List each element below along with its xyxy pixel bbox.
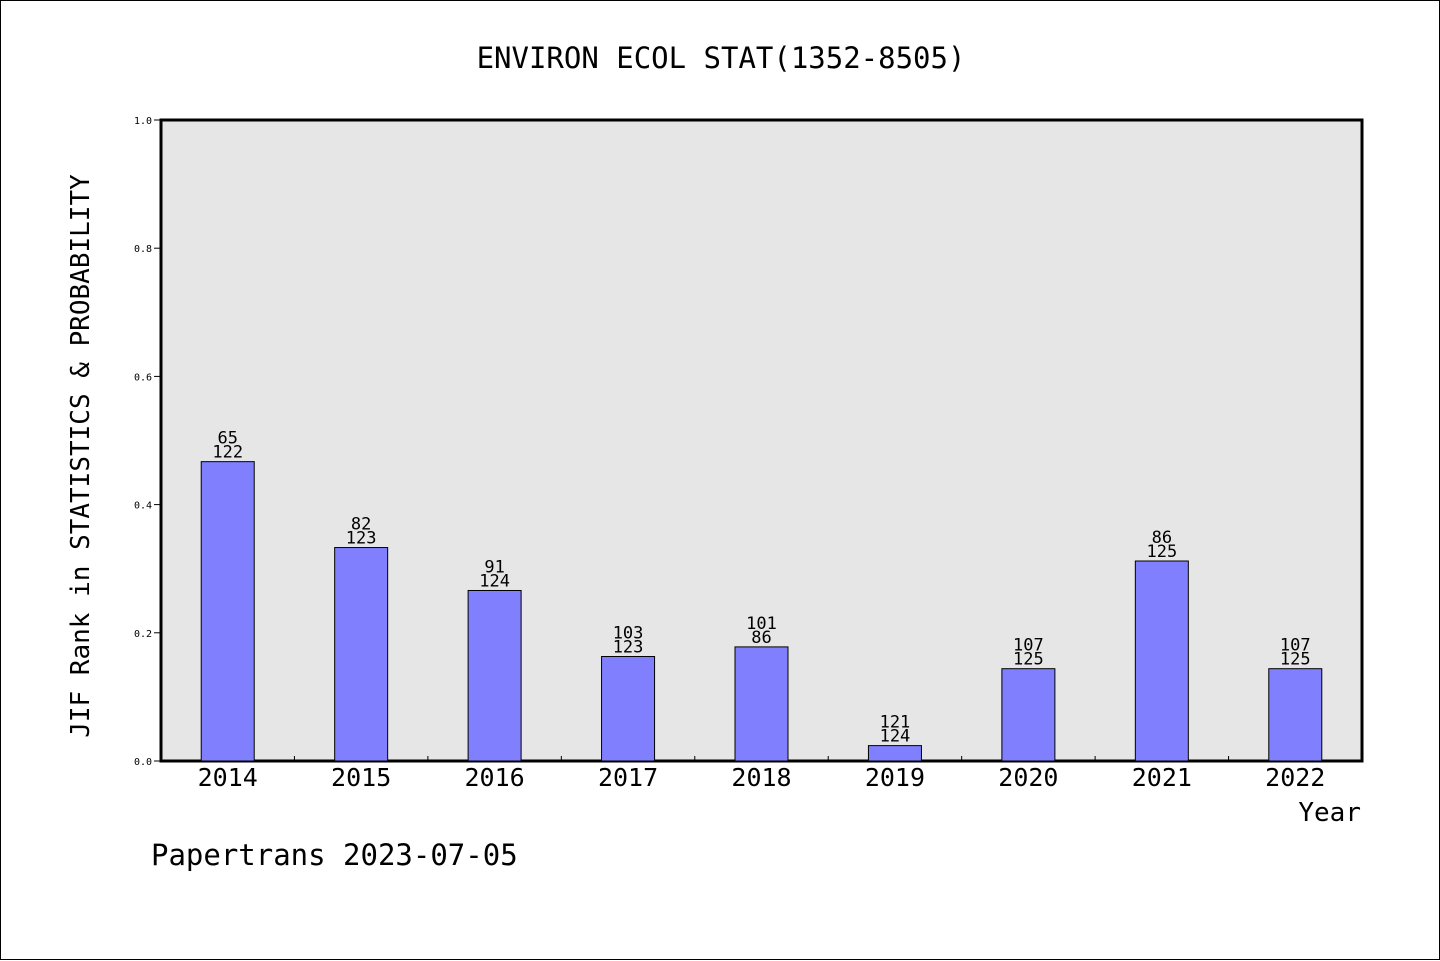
bar-series: 6512282123911241031231018612112410712586…: [200, 429, 1323, 762]
x-tick-label: 2017: [598, 763, 658, 792]
bar-rank-label: 107: [1280, 636, 1311, 656]
x-tick-label: 2015: [331, 763, 391, 792]
x-axis-label: Year: [1298, 798, 1361, 828]
bar: [200, 461, 255, 762]
bar: [1268, 668, 1323, 762]
y-tick-label: 1.0: [134, 116, 152, 127]
x-tick-label: 2019: [865, 763, 925, 792]
bar: [467, 589, 522, 762]
bar: [1001, 668, 1056, 762]
y-axis: 0.0 0.2 0.4 0.6 0.8 1.0: [134, 116, 161, 768]
y-axis-label: JIF Rank in STATISTICS & PROBABILITY: [66, 174, 96, 738]
bar-rank-label: 82: [351, 515, 371, 535]
y-tick-label: 0.8: [134, 244, 152, 255]
bar-total-label: 86: [751, 628, 771, 648]
chart-title: ENVIRON ECOL STAT(1352-8505): [477, 41, 966, 75]
x-tick-label: 2016: [465, 763, 525, 792]
footer-credit: Papertrans 2023-07-05: [151, 838, 518, 872]
bar: [734, 646, 789, 762]
bar: [1134, 560, 1189, 762]
bar-total-label: 124: [880, 727, 911, 747]
y-tick-label: 0.2: [134, 629, 152, 640]
y-tick-label: 0.4: [134, 501, 152, 512]
bar-rank-label: 86: [1152, 528, 1172, 548]
bar-total-label: 123: [613, 638, 644, 658]
bar: [601, 656, 656, 762]
bar-rank-label: 101: [746, 614, 777, 634]
x-tick-label: 2022: [1265, 763, 1325, 792]
bar: [334, 547, 389, 762]
bar-total-label: 122: [212, 443, 243, 463]
bar-rank-label: 65: [217, 429, 237, 449]
bar-total-label: 123: [346, 529, 377, 549]
y-tick-label: 0.6: [134, 372, 152, 383]
bar-rank-label: 121: [880, 713, 911, 733]
y-tick-label: 0.0: [134, 757, 152, 768]
bar-total-label: 124: [479, 571, 510, 591]
x-tick-label: 2021: [1132, 763, 1192, 792]
x-axis: 2014 2015 2016 2017 2018 2019 2020 2021 2022: [198, 756, 1325, 792]
bar-rank-label: 91: [484, 557, 504, 577]
x-tick-label: 2020: [998, 763, 1058, 792]
bar: [867, 745, 922, 762]
bar-rank-label: 107: [1013, 636, 1044, 656]
x-tick-label: 2014: [198, 763, 258, 792]
bar-rank-label: 103: [613, 624, 644, 644]
bar-total-label: 125: [1013, 650, 1044, 670]
x-tick-label: 2018: [731, 763, 791, 792]
bar-total-label: 125: [1146, 542, 1177, 562]
bar-total-label: 125: [1280, 650, 1311, 670]
